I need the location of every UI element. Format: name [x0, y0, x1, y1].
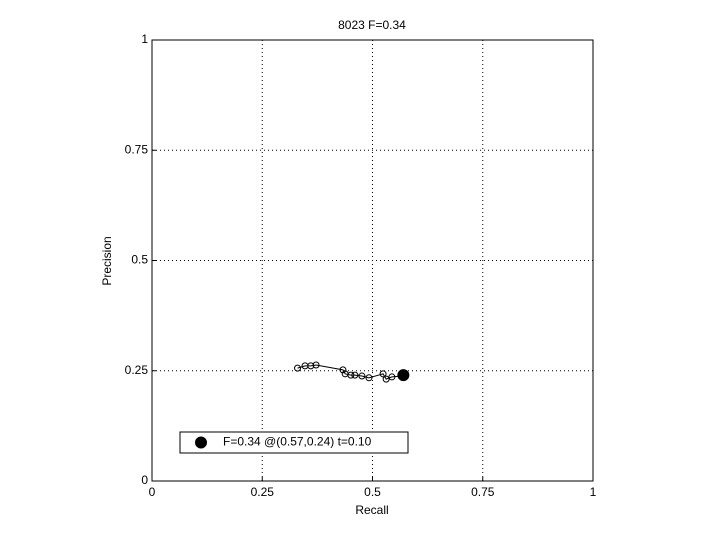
legend-box — [179, 431, 409, 454]
legend-label: F=0.34 @(0.57,0.24) t=0.10 — [223, 435, 372, 449]
legend-marker — [195, 436, 207, 449]
x-tick-label: 1 — [590, 485, 597, 499]
pr-curve — [297, 364, 402, 380]
x-tick-label: 0 — [149, 485, 156, 499]
curve-marker — [307, 362, 315, 370]
y-tick-label: 0.5 — [131, 253, 148, 267]
y-tick-label: 0.25 — [125, 363, 149, 377]
curve-marker — [294, 364, 302, 372]
curve-marker — [339, 366, 347, 374]
y-tick-label: 0.75 — [125, 142, 149, 156]
x-tick-label: 0.75 — [471, 485, 495, 499]
y-axis-label: Precision — [100, 236, 114, 285]
best-point — [397, 369, 410, 382]
y-tick-label: 0 — [141, 473, 148, 487]
curve-marker — [388, 373, 396, 381]
curve-marker — [358, 372, 366, 380]
x-tick-label: 0.25 — [251, 485, 275, 499]
curve-marker — [382, 375, 390, 383]
curve-marker — [379, 370, 387, 378]
chart-title: 8023 F=0.34 — [338, 18, 406, 32]
x-tick-label: 0.5 — [364, 485, 381, 499]
y-tick-label: 1 — [141, 32, 148, 46]
x-axis-label: Recall — [355, 503, 388, 517]
curve-marker — [312, 361, 320, 369]
curve-marker — [351, 371, 359, 379]
curve-marker — [365, 374, 373, 382]
curve-marker — [347, 371, 355, 379]
